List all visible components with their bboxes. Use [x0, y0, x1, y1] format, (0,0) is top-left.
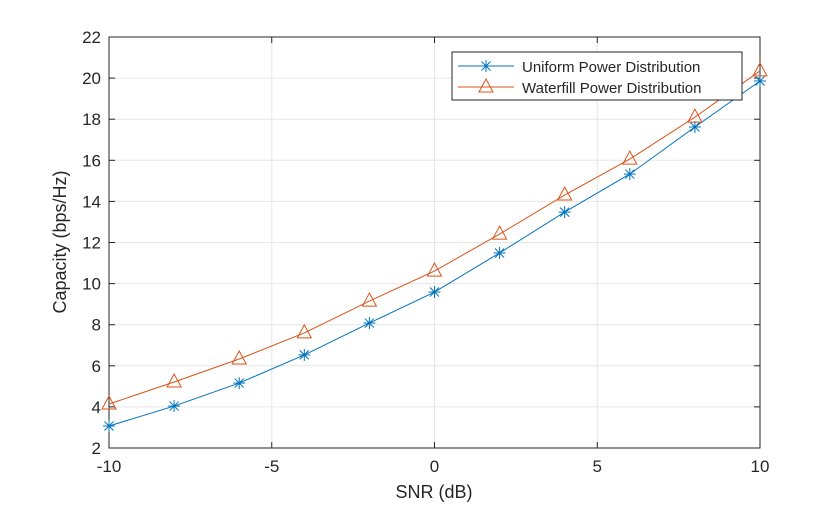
y-tick-label: 22	[82, 28, 101, 47]
y-tick-label: 12	[82, 234, 101, 253]
asterisk-stroke	[755, 76, 765, 86]
legend-box	[451, 51, 743, 101]
triangle-marker	[478, 77, 494, 93]
asterisk-stroke	[624, 169, 635, 179]
asterisk-marker	[493, 246, 506, 259]
y-tick-label: 4	[92, 398, 101, 417]
y-tick-label: 8	[92, 316, 101, 335]
triangle-marker	[361, 292, 378, 307]
x-tick-label: 0	[430, 457, 439, 476]
asterisk-marker	[363, 317, 376, 330]
triangle-marker	[166, 372, 182, 388]
y-tick-label: 6	[92, 357, 101, 376]
axes-box	[108, 36, 761, 449]
legend-label: Uniform Power Distribution	[522, 59, 700, 76]
asterisk-marker	[480, 60, 492, 72]
asterisk-stroke	[559, 207, 570, 217]
y-tick-label: 18	[82, 110, 101, 129]
x-tick-label: -5	[264, 457, 279, 476]
asterisk-stroke	[481, 61, 491, 71]
y-tick-label: 14	[82, 192, 101, 211]
y-tick-label: 2	[92, 439, 101, 458]
triangle-marker	[621, 150, 638, 165]
asterisk-marker	[558, 206, 571, 219]
series-line-1	[108, 70, 761, 405]
triangle-marker	[296, 323, 313, 339]
asterisk-marker	[233, 377, 246, 390]
asterisk-marker	[103, 420, 115, 433]
asterisk-marker	[298, 348, 311, 361]
y-tick-label: 20	[82, 69, 101, 88]
asterisk-stroke	[364, 318, 375, 328]
triangle-marker	[556, 185, 573, 201]
asterisk-stroke	[299, 350, 310, 360]
triangle-marker	[426, 262, 443, 277]
y-axis-label: Capacity (bps/Hz)	[50, 170, 70, 313]
x-axis-label: SNR (dB)	[395, 482, 472, 502]
y-tick-label: 16	[82, 151, 101, 170]
asterisk-stroke	[104, 421, 114, 431]
triangle-marker	[687, 108, 703, 123]
x-tick-label: 10	[751, 457, 770, 476]
x-tick-label: 5	[593, 457, 602, 476]
asterisk-marker	[623, 168, 636, 181]
asterisk-marker	[688, 121, 701, 134]
triangle-marker	[752, 61, 768, 77]
asterisk-stroke	[690, 122, 700, 132]
asterisk-stroke	[234, 378, 245, 388]
triangle-marker	[101, 394, 117, 410]
triangle-marker	[231, 349, 248, 365]
asterisk-stroke	[429, 287, 440, 297]
y-tick-label: 10	[82, 275, 101, 294]
asterisk-marker	[754, 74, 766, 87]
legend-label: Waterfill Power Distribution	[522, 80, 702, 97]
triangle-marker	[491, 225, 508, 240]
x-tick-label: -10	[97, 457, 122, 476]
asterisk-stroke	[169, 401, 179, 411]
asterisk-stroke	[494, 248, 505, 258]
asterisk-marker	[168, 400, 181, 413]
asterisk-marker	[428, 286, 441, 299]
